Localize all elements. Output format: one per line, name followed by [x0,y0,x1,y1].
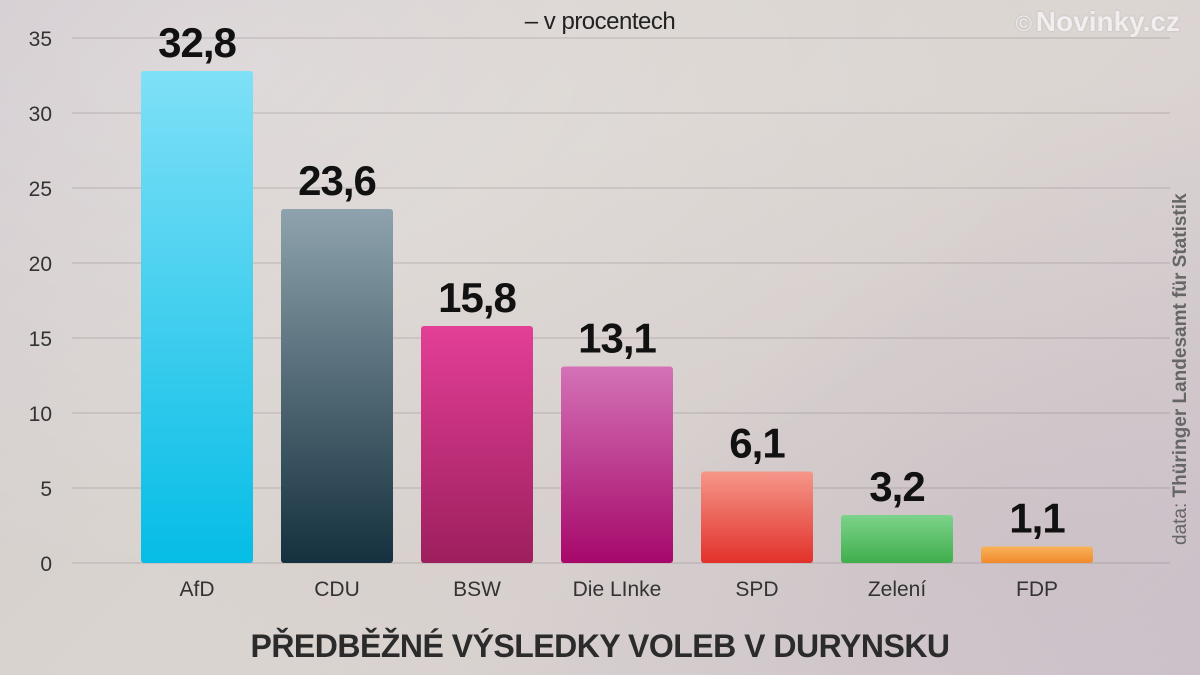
bar-cdu [281,209,393,563]
x-axis: AfD CDU BSW Die LInke SPD Zelení FDP [179,578,1058,601]
bar-bsw [421,326,533,563]
x-tick-label: SPD [735,578,778,601]
value-labels: 32,8 23,6 15,8 13,1 6,1 3,2 1,1 [158,19,1066,542]
x-tick-label: Zelení [868,578,927,601]
y-tick-label: 15 [29,328,52,351]
bar-chart: 0 5 10 15 20 25 30 35 32,8 23,6 15,8 13,1 6,1 3,2 1,1… [29,19,1170,601]
bar-zelení [841,515,953,563]
copyright-symbol: © [1015,11,1032,36]
y-tick-label: 35 [29,28,52,51]
value-label: 13,1 [578,315,656,362]
chart-title: PŘEDBĚŽNÉ VÝSLEDKY VOLEB V DURYNSKU [250,628,950,664]
bars [141,71,1093,563]
x-tick-label: CDU [314,578,360,601]
x-tick-label: FDP [1016,578,1058,601]
value-label: 1,1 [1009,495,1065,542]
y-tick-label: 10 [29,403,52,426]
value-label: 6,1 [729,420,785,467]
value-label: 32,8 [158,19,236,66]
value-label: 15,8 [438,274,516,321]
bar-afd [141,71,253,563]
brand-name: Novinky.cz [1035,6,1180,37]
x-tick-label: AfD [179,578,214,601]
y-tick-label: 30 [29,103,52,126]
y-tick-label: 25 [29,178,52,201]
y-tick-label: 0 [40,553,52,576]
y-tick-label: 5 [40,478,52,501]
x-tick-label: Die LInke [573,578,662,601]
y-tick-label: 20 [29,253,52,276]
y-axis: 0 5 10 15 20 25 30 35 [29,28,52,576]
bar-spd [701,471,813,563]
value-label: 3,2 [869,463,924,510]
chart-subtitle: – v procentech [524,8,676,35]
bar-fdp [981,546,1093,563]
bar-die-linke [561,366,673,563]
x-tick-label: BSW [453,578,501,601]
brand-logo: © Novinky.cz [1016,6,1180,38]
value-label: 23,6 [298,157,376,204]
